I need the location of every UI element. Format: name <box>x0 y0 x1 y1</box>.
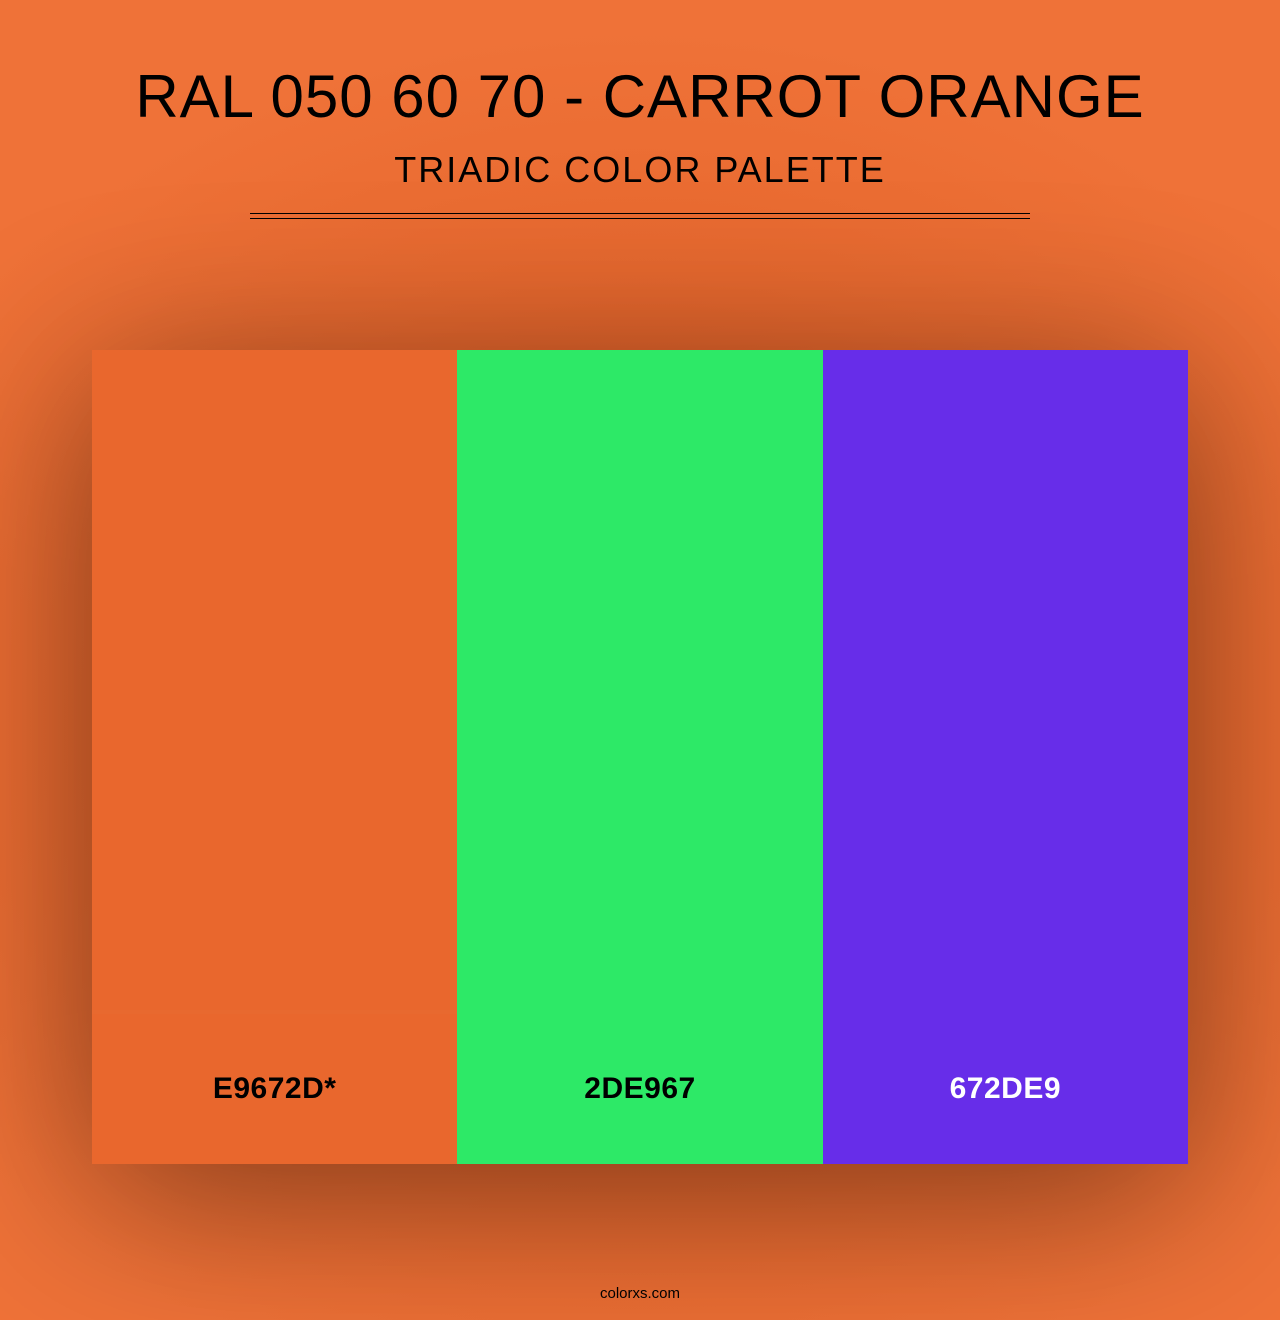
swatch-label-2: 672DE9 <box>823 1014 1188 1164</box>
swatch-1 <box>457 350 822 1010</box>
page-subtitle: TRIADIC COLOR PALETTE <box>394 149 885 191</box>
swatch-0 <box>92 350 457 1010</box>
footer-credit: colorxs.com <box>0 1285 1280 1302</box>
swatch-label-1: 2DE967 <box>457 1014 822 1164</box>
header-divider <box>250 213 1030 219</box>
page-title: RAL 050 60 70 - CARROT ORANGE <box>135 62 1144 131</box>
palette-card: E9672D* 2DE967 672DE9 <box>92 350 1188 1164</box>
swatch-2 <box>823 350 1188 1010</box>
swatch-row <box>92 350 1188 1010</box>
label-row: E9672D* 2DE967 672DE9 <box>92 1014 1188 1164</box>
palette-page: RAL 050 60 70 - CARROT ORANGE TRIADIC CO… <box>0 0 1280 1320</box>
swatch-label-0: E9672D* <box>92 1014 457 1164</box>
